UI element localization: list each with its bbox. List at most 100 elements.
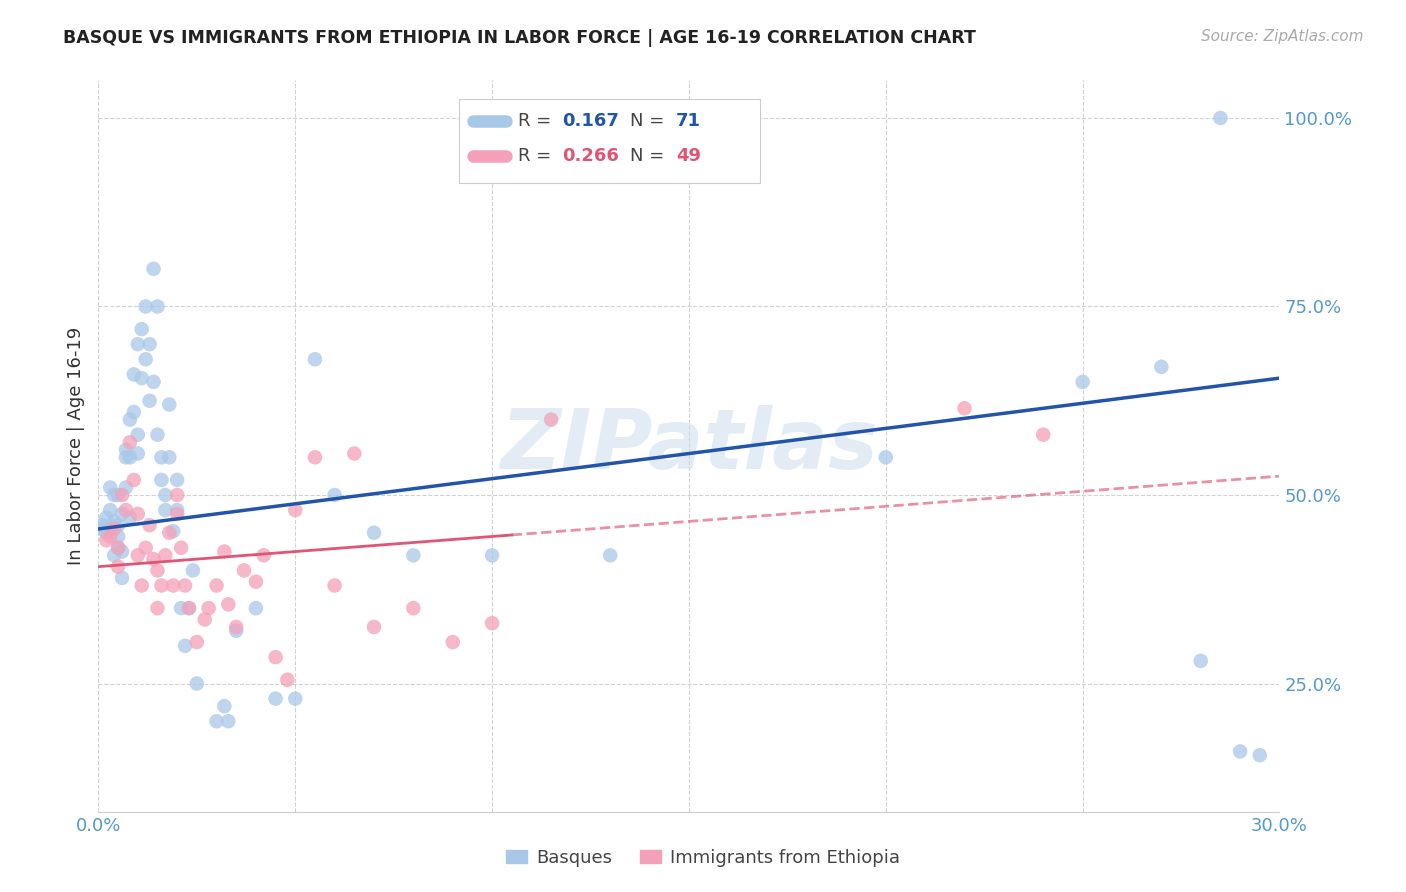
- Point: [1249, 748, 1271, 763]
- Point: [103, 522, 125, 536]
- Point: [107, 541, 129, 555]
- Point: [135, 352, 157, 367]
- Point: [304, 352, 326, 367]
- Point: [150, 450, 173, 465]
- Text: ZIPatlas: ZIPatlas: [501, 406, 877, 486]
- Point: [1209, 111, 1232, 125]
- Point: [150, 578, 173, 592]
- Point: [91, 522, 114, 536]
- Point: [138, 518, 160, 533]
- Point: [127, 507, 149, 521]
- Point: [96, 525, 118, 540]
- Point: [118, 435, 141, 450]
- Point: [599, 549, 621, 563]
- Point: [166, 503, 188, 517]
- Text: 0.167: 0.167: [562, 112, 620, 129]
- Point: [253, 549, 276, 563]
- Point: [107, 541, 129, 555]
- Point: [233, 563, 256, 577]
- Point: [157, 398, 180, 412]
- Point: [1032, 427, 1054, 442]
- Point: [107, 518, 129, 533]
- Text: BASQUE VS IMMIGRANTS FROM ETHIOPIA IN LABOR FORCE | AGE 16-19 CORRELATION CHART: BASQUE VS IMMIGRANTS FROM ETHIOPIA IN LA…: [63, 29, 976, 46]
- Point: [107, 529, 129, 543]
- Point: [98, 503, 121, 517]
- Point: [264, 650, 287, 665]
- Point: [264, 691, 287, 706]
- Point: [177, 601, 200, 615]
- Point: [138, 337, 160, 351]
- Point: [166, 488, 188, 502]
- Point: [131, 371, 153, 385]
- Point: [402, 549, 425, 563]
- Point: [186, 635, 208, 649]
- Point: [174, 639, 197, 653]
- Point: [131, 578, 153, 592]
- Point: [162, 578, 184, 592]
- Point: [155, 549, 177, 563]
- Point: [107, 488, 129, 502]
- Point: [135, 541, 157, 555]
- Point: [107, 559, 129, 574]
- Point: [284, 691, 307, 706]
- Point: [245, 574, 267, 589]
- Point: [166, 473, 188, 487]
- Point: [363, 525, 385, 540]
- Point: [174, 578, 197, 592]
- Point: [122, 473, 145, 487]
- Point: [276, 673, 298, 687]
- Point: [111, 488, 134, 502]
- Point: [170, 601, 193, 615]
- Text: 71: 71: [676, 112, 702, 129]
- Point: [155, 488, 177, 502]
- Point: [146, 300, 169, 314]
- Text: R =: R =: [517, 146, 557, 165]
- Point: [135, 300, 157, 314]
- Point: [138, 393, 160, 408]
- Point: [166, 507, 188, 521]
- Point: [142, 552, 165, 566]
- Point: [131, 322, 153, 336]
- Point: [1071, 375, 1094, 389]
- Point: [284, 503, 307, 517]
- Point: [115, 450, 138, 465]
- Text: 49: 49: [676, 146, 702, 165]
- Point: [127, 337, 149, 351]
- Legend: Basques, Immigrants from Ethiopia: Basques, Immigrants from Ethiopia: [499, 842, 907, 874]
- Y-axis label: In Labor Force | Age 16-19: In Labor Force | Age 16-19: [66, 326, 84, 566]
- Point: [118, 450, 141, 465]
- Point: [1189, 654, 1212, 668]
- Point: [1150, 359, 1173, 374]
- Point: [127, 549, 149, 563]
- Point: [170, 541, 193, 555]
- Point: [481, 616, 503, 631]
- Point: [323, 488, 346, 502]
- Point: [96, 533, 118, 548]
- Point: [181, 563, 204, 577]
- Point: [177, 601, 200, 615]
- Point: [91, 518, 114, 533]
- Point: [205, 578, 228, 592]
- Point: [162, 524, 184, 539]
- FancyBboxPatch shape: [458, 99, 759, 183]
- Point: [186, 676, 208, 690]
- Point: [540, 412, 562, 426]
- Point: [115, 480, 138, 494]
- Point: [157, 450, 180, 465]
- Point: [197, 601, 219, 615]
- Point: [150, 473, 173, 487]
- Point: [225, 624, 247, 638]
- Point: [481, 549, 503, 563]
- Point: [304, 450, 326, 465]
- Point: [103, 515, 125, 529]
- Point: [146, 563, 169, 577]
- Point: [194, 612, 217, 626]
- Point: [402, 601, 425, 615]
- Text: N =: N =: [630, 146, 669, 165]
- Point: [1229, 744, 1251, 758]
- Point: [146, 427, 169, 442]
- Point: [157, 525, 180, 540]
- Point: [96, 510, 118, 524]
- Point: [111, 544, 134, 558]
- Point: [155, 503, 177, 517]
